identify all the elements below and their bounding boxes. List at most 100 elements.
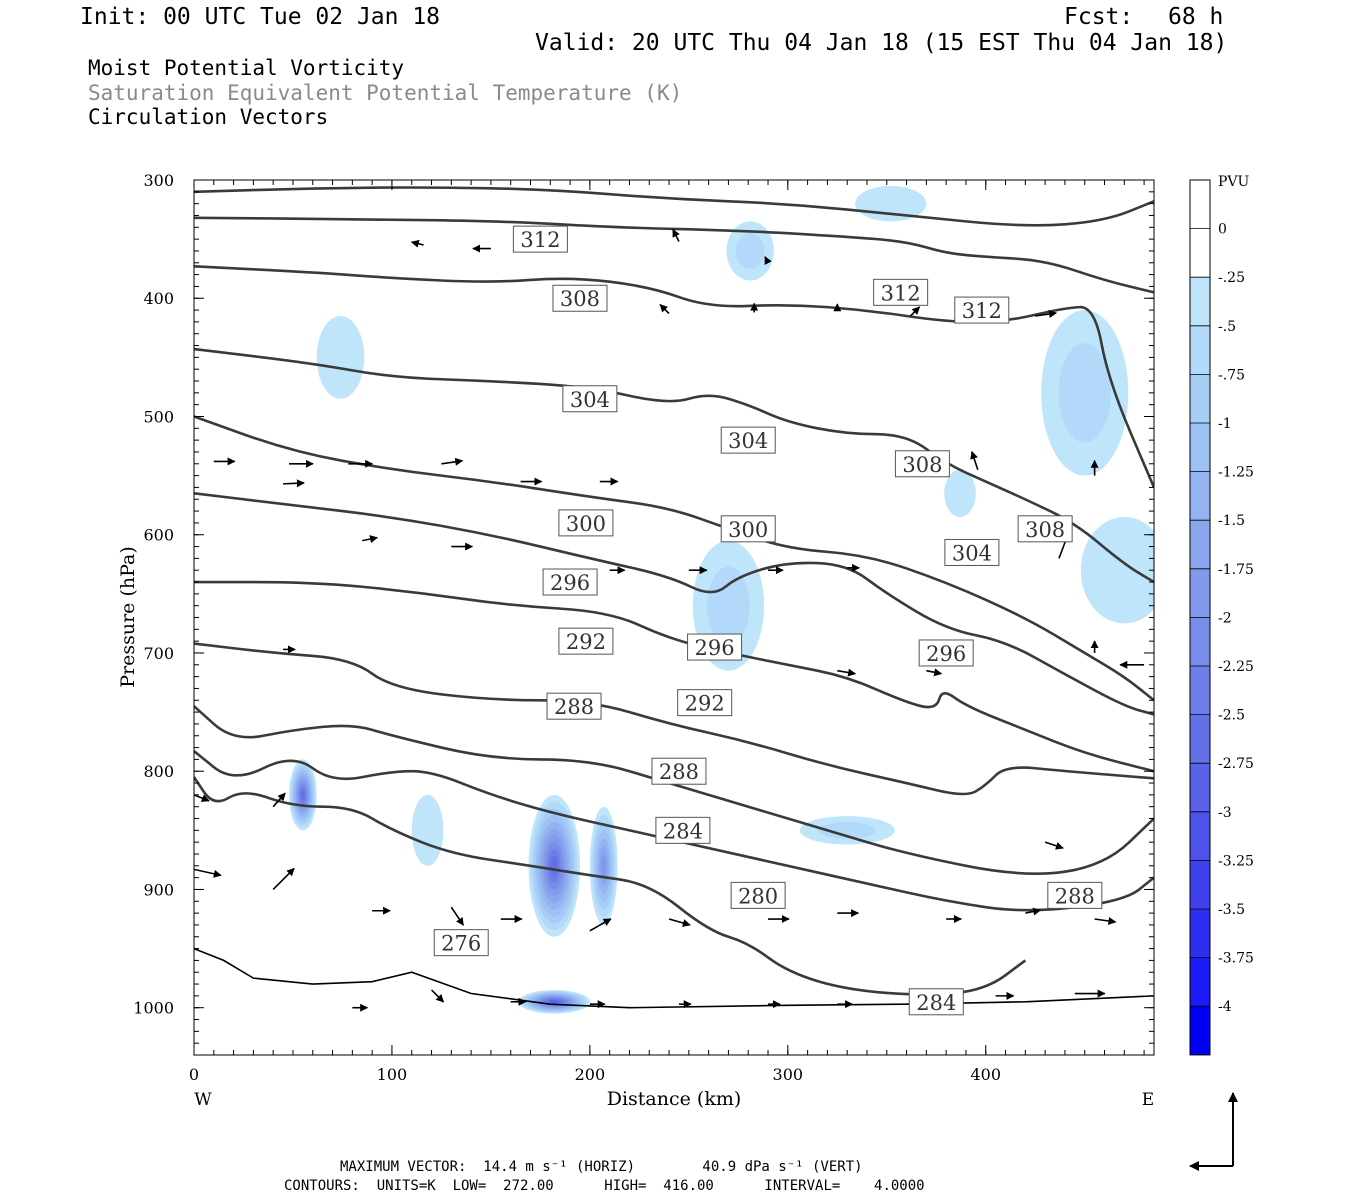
contour-label-box	[944, 538, 1000, 566]
colorbar-units: PVU	[1218, 174, 1250, 190]
colorbar-tick-label: -3.5	[1218, 902, 1245, 918]
contour-label: 296	[695, 636, 735, 660]
colorbar-swatch	[1190, 811, 1210, 861]
contour-label-box	[542, 568, 598, 596]
contour-label: 304	[728, 429, 768, 453]
contour-label: 308	[1025, 518, 1065, 542]
y-tick-label: 400	[143, 289, 174, 308]
contour-label: 300	[566, 512, 606, 536]
pv-region	[600, 853, 607, 878]
contour-label-box	[720, 515, 776, 543]
colorbar-tick-label: -2.5	[1218, 708, 1245, 724]
contour-label-box	[562, 385, 618, 413]
vector-arrow	[450, 906, 464, 926]
vector-arrow	[194, 868, 222, 878]
contour-label: 312	[520, 228, 560, 252]
vector-arrow	[668, 918, 691, 927]
contour-label-box	[730, 881, 786, 909]
vector-arrow	[1094, 917, 1117, 925]
contour-label-box	[687, 633, 743, 661]
y-tick-label: 300	[143, 171, 174, 190]
plot-frame	[193, 179, 1155, 1056]
contour-label: 280	[738, 884, 778, 908]
pv-region	[818, 821, 876, 839]
pv-region	[735, 233, 765, 269]
contour-296	[194, 492, 1154, 716]
vector-arrow	[909, 306, 921, 317]
contour-280	[194, 750, 1154, 912]
colorbar-tick-label: -.25	[1218, 270, 1245, 286]
colorbar-swatch	[1190, 957, 1210, 1007]
vector-arrow	[1025, 907, 1042, 916]
contour-label-box	[512, 225, 568, 253]
contour-label-box	[954, 296, 1010, 324]
contour-label-box	[558, 509, 614, 537]
colorbar-tick-label: -2.75	[1218, 756, 1254, 772]
colorbar-tick-label: -2	[1218, 610, 1232, 626]
contour-label-box	[894, 450, 950, 478]
contour-label-box	[651, 757, 707, 785]
pv-region	[1058, 343, 1111, 443]
colorbar-tick-label: -.75	[1218, 367, 1245, 383]
colorbar-tick-label: -1	[1218, 416, 1232, 432]
pv-region	[550, 855, 558, 876]
y-tick-label: 700	[143, 644, 174, 663]
vector-arrow	[1035, 310, 1058, 318]
colorbar-swatch	[1190, 520, 1210, 570]
x-axis-left-label: W	[194, 1090, 212, 1110]
contour-label: 288	[659, 760, 699, 784]
pv-region	[300, 789, 305, 800]
pv-region	[316, 315, 365, 399]
field-label-mpv: Moist Potential Vorticity	[88, 56, 405, 80]
x-tick-label: 400	[970, 1065, 1001, 1084]
contour-312	[194, 216, 1154, 294]
axes: 300 400 500 600 700 800 900 1000 0 100 200 300 400	[133, 171, 1154, 1084]
valid-time: Valid: 20 UTC Thu 04 Jan 18 (15 EST Thu …	[535, 30, 1228, 56]
terrain-line	[194, 947, 1154, 1009]
vector-arrow	[441, 457, 464, 466]
contour-label: 288	[554, 695, 594, 719]
contour-label: 312	[881, 281, 921, 305]
contour-label: 276	[441, 932, 481, 956]
contour-304	[194, 347, 1154, 584]
vector-arrow	[410, 239, 424, 248]
colorbar-tick-label: -1.5	[1218, 513, 1245, 529]
colorbar-swatch	[1190, 617, 1210, 667]
colorbar-tick-label: -2.25	[1218, 659, 1254, 675]
contour-label: 312	[962, 299, 1002, 323]
colorbar-tick-label: -3.75	[1218, 951, 1254, 967]
colorbar-swatch	[1190, 423, 1210, 473]
contour-284	[194, 705, 1154, 875]
contour-label: 284	[663, 819, 703, 843]
vector-arrow	[283, 479, 305, 488]
pv-region	[707, 566, 750, 645]
contour-label: 292	[566, 630, 606, 654]
colorbar-tick-label: -.5	[1218, 319, 1236, 335]
contour-label-box	[433, 929, 489, 957]
pv-region	[944, 469, 976, 517]
contour-292	[194, 580, 1154, 773]
colorbar-swatch	[1190, 374, 1210, 424]
vector-arrow	[672, 228, 680, 242]
contour-308	[194, 265, 1154, 488]
pv-shading	[289, 185, 1154, 1014]
contour-label-box	[1047, 881, 1103, 909]
y-tick-label: 500	[143, 407, 174, 426]
circulation-vectors	[194, 228, 1145, 1012]
contour-label-box	[546, 692, 602, 720]
forecast-hour: 68 h	[1168, 4, 1224, 30]
vector-arrow	[764, 256, 772, 265]
contour-label-box	[558, 627, 614, 655]
contour-label: 292	[685, 692, 725, 716]
contour-label-box	[677, 689, 733, 717]
colorbar-swatch	[1190, 180, 1210, 230]
colorbar-tick-label: -3.25	[1218, 853, 1254, 869]
vector-arrow	[589, 918, 612, 932]
pv-region	[549, 1000, 559, 1004]
y-tick-label: 900	[143, 880, 174, 899]
x-tick-label: 100	[377, 1065, 408, 1084]
init-time: Init: 00 UTC Tue 02 Jan 18	[80, 4, 441, 30]
colorbar-tick-label: -1.25	[1218, 465, 1254, 481]
colorbar-swatch	[1190, 666, 1210, 716]
